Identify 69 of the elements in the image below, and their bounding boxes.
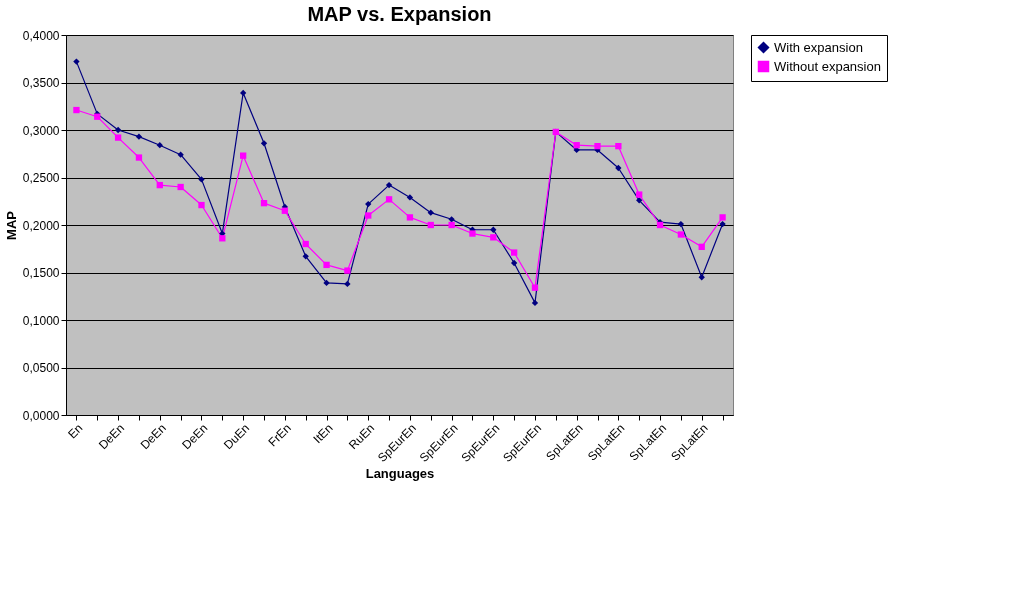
point bbox=[281, 207, 289, 214]
point bbox=[240, 152, 247, 159]
point bbox=[219, 235, 226, 242]
point bbox=[135, 154, 143, 161]
x-tick-label: ItEn bbox=[310, 421, 336, 447]
point bbox=[198, 176, 205, 183]
point bbox=[448, 221, 455, 229]
point bbox=[260, 140, 268, 147]
point bbox=[406, 194, 414, 201]
point bbox=[636, 191, 643, 198]
point bbox=[114, 126, 122, 134]
point bbox=[531, 299, 539, 307]
x-axis-title: Languages bbox=[365, 466, 435, 482]
legend-label: With expansion bbox=[774, 39, 863, 55]
point bbox=[302, 253, 309, 260]
point bbox=[636, 197, 643, 204]
point bbox=[302, 240, 309, 248]
point bbox=[156, 181, 163, 189]
point bbox=[448, 216, 455, 223]
x-tick-label: En bbox=[65, 421, 86, 442]
point bbox=[73, 106, 80, 114]
y-tick-label: 0,0500 bbox=[22, 361, 60, 375]
point bbox=[344, 280, 351, 288]
point bbox=[323, 279, 330, 287]
point bbox=[573, 142, 580, 149]
point bbox=[198, 201, 205, 209]
point bbox=[344, 267, 351, 274]
point bbox=[490, 234, 497, 241]
y-tick-label: 0,4000 bbox=[22, 28, 60, 43]
point bbox=[615, 142, 622, 150]
point bbox=[385, 181, 393, 189]
legend-label: Without expansion bbox=[774, 58, 881, 74]
point bbox=[531, 284, 539, 291]
point bbox=[698, 274, 705, 281]
point bbox=[365, 200, 372, 208]
y-tick-label: 0,3000 bbox=[22, 123, 60, 138]
point bbox=[406, 214, 414, 221]
point bbox=[677, 231, 685, 238]
y-tick-label: 0,3500 bbox=[22, 76, 60, 90]
y-tick-label: 0,2500 bbox=[22, 171, 60, 185]
point bbox=[73, 58, 80, 65]
y-tick-label: 0,1000 bbox=[22, 313, 60, 328]
point bbox=[365, 212, 372, 219]
point bbox=[135, 133, 143, 140]
point bbox=[510, 249, 518, 256]
point bbox=[427, 209, 434, 216]
point bbox=[510, 259, 518, 267]
point bbox=[260, 199, 268, 207]
point bbox=[698, 243, 705, 251]
y-axis-title: MAP bbox=[3, 210, 19, 240]
point bbox=[114, 134, 122, 141]
y-tick-label: 0,0000 bbox=[22, 408, 60, 423]
point bbox=[177, 183, 184, 191]
point bbox=[719, 220, 726, 228]
point bbox=[427, 221, 434, 229]
point bbox=[240, 89, 247, 97]
point bbox=[156, 142, 163, 149]
point bbox=[385, 196, 393, 203]
point bbox=[719, 214, 726, 221]
point bbox=[469, 230, 476, 237]
point bbox=[177, 151, 184, 158]
point bbox=[615, 164, 622, 172]
chart-title: MAP vs. Expansion bbox=[307, 3, 492, 25]
y-tick-label: 0,1500 bbox=[22, 266, 60, 280]
y-tick-label: 0,2000 bbox=[22, 218, 60, 233]
point bbox=[677, 220, 685, 228]
point bbox=[323, 261, 330, 269]
point bbox=[594, 142, 601, 150]
point bbox=[490, 226, 497, 233]
